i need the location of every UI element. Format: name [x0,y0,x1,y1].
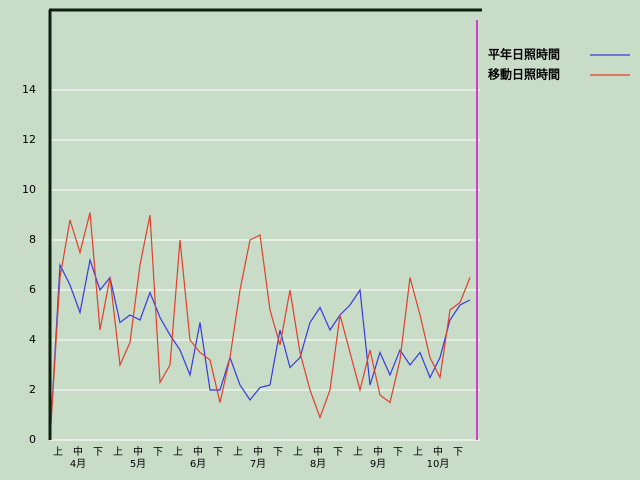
series-line [49,257,471,441]
x-tick-label: 上 [233,446,243,458]
x-tick-label: 上 [173,446,183,458]
x-tick-label: 上 [353,446,363,458]
x-tick-label: 中 [133,445,143,458]
x-tick-label: 下 [453,447,463,458]
y-tick-label: 4 [29,333,36,346]
x-tick-label: 下 [93,447,103,458]
x-tick-label: 中 [313,445,323,458]
month-label: 6月 [190,458,206,470]
x-tick-label: 下 [273,447,283,458]
x-tick-label: 上 [293,446,303,458]
x-tick-label: 中 [253,445,263,458]
y-tick-label: 14 [22,83,36,96]
month-label: 10月 [427,458,450,470]
series-line [49,212,471,441]
y-tick-label: 12 [22,133,36,146]
x-tick-label: 下 [333,447,343,458]
x-tick-label: 下 [213,447,223,458]
y-tick-label: 8 [29,233,36,246]
x-tick-label: 中 [193,445,203,458]
x-tick-label: 中 [373,445,383,458]
x-tick-label: 下 [153,447,163,458]
y-tick-label: 2 [29,383,36,396]
month-label: 4月 [70,458,86,470]
labels: 02468101214上中下上中下上中下上中下上中下上中下上中下4月 5月 6月 7月… [22,83,463,470]
month-label: 9月 [370,458,386,470]
x-tick-label: 上 [113,446,123,458]
grid [50,89,480,441]
legend-label: 平年日照時間 [488,47,560,62]
y-tick-label: 10 [22,183,36,196]
x-tick-label: 上 [53,446,63,458]
legend-label: 移動日照時間 [488,67,560,82]
y-tick-label: 6 [29,283,36,296]
x-tick-label: 中 [433,445,443,458]
plot [49,212,471,441]
x-tick-label: 下 [393,447,403,458]
x-tick-label: 中 [73,445,83,458]
month-label: 5月 [130,458,146,470]
month-label: 7月 [250,458,266,470]
y-tick-label: 0 [29,433,36,446]
x-tick-label: 上 [413,446,423,458]
month-label: 8月 [310,458,326,470]
